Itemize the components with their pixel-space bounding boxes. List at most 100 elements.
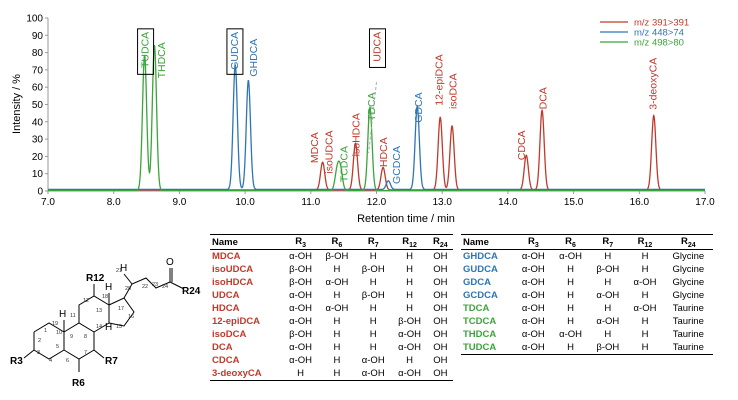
substituent-r12: β-OH bbox=[398, 316, 422, 327]
x-tick-label: 16.0 bbox=[630, 197, 650, 208]
compound-name: DCA bbox=[212, 342, 233, 353]
substituent-r3: β-OH bbox=[289, 264, 313, 275]
substituent-r7: α-OH bbox=[361, 368, 385, 379]
substituent-r6: α-OH bbox=[559, 251, 583, 262]
peak-label-group: TCDCA bbox=[339, 146, 351, 182]
substituent-r6: H bbox=[567, 264, 574, 275]
peak-label-group: GDCA bbox=[413, 92, 425, 122]
substituent-r6: β-OH bbox=[325, 251, 349, 262]
substituent-r7: β-OH bbox=[361, 264, 385, 275]
carbon-number: 3 bbox=[37, 350, 40, 356]
substituent-r6: H bbox=[333, 316, 341, 327]
column-header: R12 bbox=[402, 235, 417, 249]
substituent-r3: H bbox=[297, 368, 305, 379]
substituent-r24: OH bbox=[433, 355, 448, 366]
peak-label: GHDCA bbox=[248, 39, 260, 77]
peak-label: isoHDCA bbox=[350, 113, 362, 156]
substituent-r12: H bbox=[406, 303, 413, 314]
substituent-r3: α-OH bbox=[521, 303, 545, 314]
substituent-r24: Taurine bbox=[672, 329, 704, 340]
x-tick-label: 15.0 bbox=[564, 197, 584, 208]
peak-label-group: TUDCA bbox=[137, 28, 155, 75]
substituent-r7: β-OH bbox=[596, 264, 620, 275]
x-tick-label: 14.0 bbox=[498, 197, 518, 208]
atom-label: H bbox=[59, 309, 66, 320]
carbon-number: 9 bbox=[70, 334, 73, 340]
substituent-r7: H bbox=[604, 303, 612, 314]
substituent-r6: H bbox=[567, 290, 574, 301]
substituent-r12: H bbox=[406, 277, 413, 288]
substituent-r7: H bbox=[604, 251, 612, 262]
substituent-r12: H bbox=[641, 290, 649, 301]
compound-name: UDCA bbox=[212, 290, 240, 301]
udca-dashed-marker bbox=[368, 81, 377, 153]
x-tick-label: 8.0 bbox=[107, 197, 121, 208]
substituent-r12: α-OH bbox=[398, 368, 422, 379]
substituent-r3: α-OH bbox=[289, 316, 313, 327]
peak-label: 3-deoxyCA bbox=[647, 58, 659, 110]
compound-name: MDCA bbox=[212, 251, 241, 262]
substituent-r7: H bbox=[604, 277, 612, 288]
carbon-number: 18 bbox=[102, 294, 108, 300]
peak-label: TUDCA bbox=[140, 32, 152, 68]
atom-label: O bbox=[166, 257, 174, 268]
compound-name: 3-deoxyCA bbox=[212, 368, 262, 379]
carbon-number: 4 bbox=[49, 358, 52, 364]
y-tick-label: 60 bbox=[32, 83, 44, 94]
substituent-r12: H bbox=[641, 316, 649, 327]
carbon-number: 22 bbox=[142, 284, 148, 290]
x-tick-label: 7.0 bbox=[41, 197, 55, 208]
substituent-r12: H bbox=[641, 342, 649, 353]
substituent-r24: OH bbox=[433, 277, 448, 288]
substituent-r12: α-OH bbox=[633, 277, 657, 288]
table-header-row: Name R3 R6 R7 R12 R24 bbox=[461, 234, 713, 250]
x-axis-title: Retention time / min bbox=[357, 213, 455, 225]
substituent-r6: H bbox=[333, 355, 341, 366]
substituent-r12: α-OH bbox=[633, 303, 657, 314]
substituent-r6: H bbox=[567, 277, 574, 288]
substituent-r6: H bbox=[333, 264, 341, 275]
peak-label-group: 12-epiDCA bbox=[433, 54, 445, 105]
table-row: GHDCA α-OH α-OH H H Glycine bbox=[461, 250, 713, 264]
column-header: R12 bbox=[637, 235, 653, 249]
substituent-r3: α-OH bbox=[521, 290, 545, 301]
peak-label-box bbox=[137, 28, 155, 75]
bile-acid-table-left: Name R3 R6 R7 R12 R24 MDCA α-OH β-OH H H OH isoUDCA… bbox=[210, 234, 453, 381]
carbon-number: 5 bbox=[56, 344, 59, 350]
substituent-r24: OH bbox=[433, 329, 448, 340]
carbon-number: 7 bbox=[84, 350, 87, 356]
substituent-r7: β-OH bbox=[596, 342, 620, 353]
x-tick-label: 13.0 bbox=[432, 197, 452, 208]
substituent-r7: α-OH bbox=[361, 355, 385, 366]
substituent-r6: H bbox=[333, 290, 341, 301]
compound-name: TUDCA bbox=[463, 342, 497, 353]
substituent-r12: H bbox=[406, 251, 413, 262]
substituent-r7: H bbox=[369, 329, 377, 340]
substituent-label: R24 bbox=[182, 286, 201, 297]
compound-name: CDCA bbox=[212, 355, 240, 366]
peak-label-group: MDCA bbox=[309, 132, 321, 163]
substituent-label: R6 bbox=[72, 378, 85, 389]
substituent-r12: H bbox=[641, 251, 649, 262]
peak-label: MDCA bbox=[309, 132, 321, 163]
carbon-number: 2 bbox=[38, 338, 41, 344]
legend-label: m/z 498>80 bbox=[634, 38, 684, 49]
column-header: R24 bbox=[433, 235, 448, 249]
peak-label: HDCA bbox=[378, 137, 390, 167]
peak-label-group: GHDCA bbox=[248, 39, 260, 77]
peak-label: isoUDCA bbox=[324, 130, 336, 173]
y-tick-label: 20 bbox=[32, 152, 44, 163]
substituent-label: R12 bbox=[86, 273, 105, 284]
carbon-number: 23 bbox=[152, 282, 158, 288]
substituent-r3: α-OH bbox=[521, 251, 545, 262]
peak-label: GCDCA bbox=[391, 146, 403, 184]
carbon-number: 24 bbox=[162, 284, 168, 290]
substituent-r24: Taurine bbox=[672, 303, 704, 314]
compound-name: GDCA bbox=[463, 277, 491, 288]
